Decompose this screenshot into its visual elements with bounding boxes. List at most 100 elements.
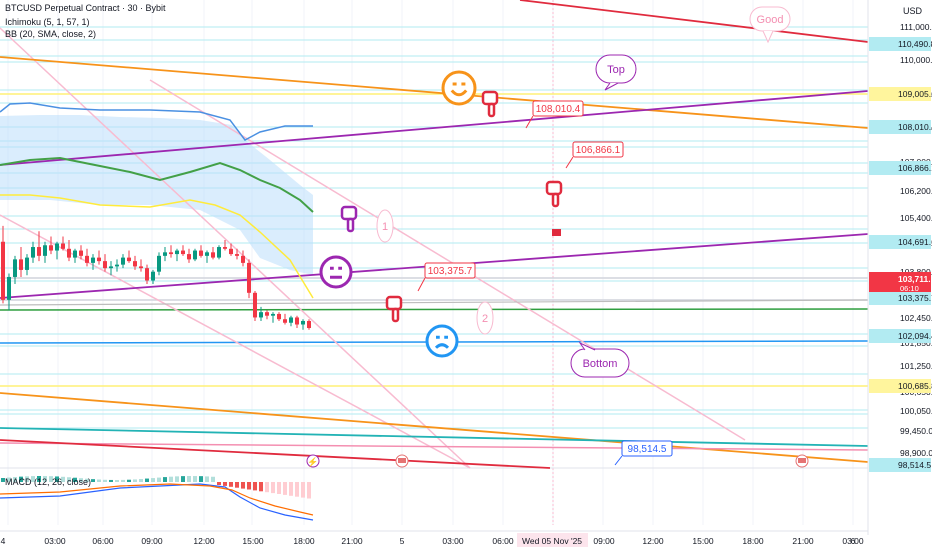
- candle-body: [133, 261, 137, 267]
- smiley-happy-icon: [441, 70, 477, 106]
- countdown-text: 06:10: [900, 284, 919, 293]
- price-label-103375-box: [424, 262, 476, 279]
- annotations[interactable]: 108,010.4 106,866.1 103,375.7 98,514.5 Good T…: [306, 6, 809, 468]
- price-badge: [869, 37, 931, 51]
- price-label-98514-box: [621, 440, 673, 457]
- macd-histogram-bar: [73, 477, 77, 482]
- candlesticks: [1, 225, 311, 330]
- candle-body: [49, 245, 53, 251]
- price-badge: [869, 458, 931, 472]
- callout-2-box: [476, 301, 494, 335]
- pointing-hand-icon-finger: [391, 307, 400, 323]
- macd-histogram-bar: [19, 476, 23, 482]
- macd-histogram-bar: [43, 476, 47, 482]
- symbol-legend[interactable]: BTCUSD Perpetual Contract · 30 · Bybit: [5, 3, 166, 13]
- macd-histogram-bar: [283, 482, 287, 495]
- price-axis-tick: 111,000.0: [900, 22, 932, 32]
- candle-body: [7, 276, 11, 300]
- macd-histogram-bar: [67, 477, 71, 482]
- price-badge: [869, 120, 931, 134]
- bb-legend[interactable]: BB (20, SMA, close, 2): [5, 29, 97, 39]
- macd-histogram-bar: [223, 482, 227, 486]
- macd-histogram-bar: [85, 478, 89, 482]
- candle-body: [181, 250, 185, 255]
- candle-body: [1, 241, 5, 300]
- candle-body: [13, 259, 17, 277]
- smiley-neutral-icon: [319, 255, 353, 289]
- level-line-green: [0, 308, 869, 311]
- candle-body: [139, 266, 143, 269]
- flag-icon-2-glyph: [798, 458, 806, 463]
- flag-icon-1-glyph: [398, 458, 406, 463]
- macd-histogram-bar: [127, 479, 131, 482]
- price-badge: [869, 87, 931, 101]
- price-label-108010-box: [532, 100, 584, 117]
- price-label-108010: 108,010.4: [532, 100, 584, 117]
- trend-line-teal: [0, 427, 869, 447]
- time-axis-tick: 06:00: [92, 536, 114, 546]
- callout-top-tail: [604, 82, 619, 91]
- candle-body: [109, 266, 113, 269]
- macd-histogram-bar: [145, 478, 149, 482]
- bb-fill: [0, 115, 313, 275]
- price-axis-tick: 102,450.0: [900, 313, 932, 323]
- price-badge-text: 98,514.5: [898, 460, 931, 470]
- price-label-108010-text: 108,010.4: [536, 104, 581, 115]
- callout-bottom-text: Bottom: [583, 358, 618, 370]
- candle-body: [115, 264, 119, 267]
- candle-body: [241, 255, 245, 263]
- trend-lines[interactable]: [0, 0, 869, 469]
- time-axis-tick: 03:00: [442, 536, 464, 546]
- candle-body: [79, 250, 83, 256]
- time-axis-tick: 4: [1, 536, 6, 546]
- macd-histogram-bar: [103, 479, 107, 482]
- time-axis-tick: 09:00: [593, 536, 615, 546]
- price-axis-tick: 98,900.0: [900, 448, 932, 458]
- trend-line-pink-3: [149, 79, 746, 441]
- price-axis-tick: 100,050.0: [900, 406, 932, 416]
- candle-body: [193, 250, 197, 260]
- candle-body: [43, 245, 47, 256]
- candle-body: [163, 252, 167, 256]
- candle-body: [265, 312, 269, 316]
- macd-histogram-bar: [241, 482, 245, 489]
- price-label-pointer: [565, 156, 574, 169]
- pointing-hand-icon-palm: [481, 90, 499, 106]
- macd-histogram-bar: [61, 476, 65, 482]
- macd-histogram-bar: [211, 476, 215, 482]
- time-axis-tick: 12:00: [193, 536, 215, 546]
- price-axis[interactable]: 111,000.0110,000.0109,000.0108,000.0107,…: [867, 0, 932, 535]
- candle-body: [223, 247, 227, 249]
- price-label-98514: 98,514.5: [621, 440, 673, 457]
- price-label-98514-text: 98,514.5: [628, 444, 667, 455]
- macd-histogram-bar: [55, 476, 59, 482]
- price-badge: [869, 161, 931, 175]
- macd-histogram-bar: [151, 478, 155, 482]
- macd-histogram-bar: [139, 479, 143, 482]
- price-label-pointer: [614, 455, 623, 466]
- macd-histogram-bar: [133, 479, 137, 482]
- pointing-hand-icon-finger: [346, 217, 355, 233]
- price-badge: [869, 379, 931, 393]
- candle-body: [235, 254, 239, 256]
- macd-histogram-bar: [97, 479, 101, 482]
- macd-histogram-bar: [307, 482, 311, 499]
- macd-histogram-bar: [301, 482, 305, 498]
- time-axis-tick: 21:00: [341, 536, 363, 546]
- time-axis[interactable]: 4 03:00 06:00 09:00 12:00 15:00 18:00 21:00 5 03:…: [0, 530, 868, 547]
- callout-bottom-tail: [578, 341, 596, 351]
- bb-upper-line: [0, 102, 313, 141]
- time-axis-tick: Wed 05 Nov '25: [522, 536, 582, 546]
- ichimoku-legend[interactable]: Ichimoku (5, 1, 57, 1): [5, 17, 90, 27]
- macd-line: [0, 483, 314, 521]
- time-axis-date-badge: [517, 533, 588, 547]
- macd-legend[interactable]: MACD (12, 26, close): [5, 477, 92, 487]
- candle-body: [175, 250, 179, 255]
- lightning-icon: [306, 454, 320, 468]
- trend-line-crimson-2: [0, 439, 551, 469]
- candle-body: [67, 248, 71, 258]
- macd-histogram-bar: [91, 479, 95, 482]
- trend-line-gray: [0, 299, 869, 306]
- trend-line-crimson-1: [519, 0, 869, 43]
